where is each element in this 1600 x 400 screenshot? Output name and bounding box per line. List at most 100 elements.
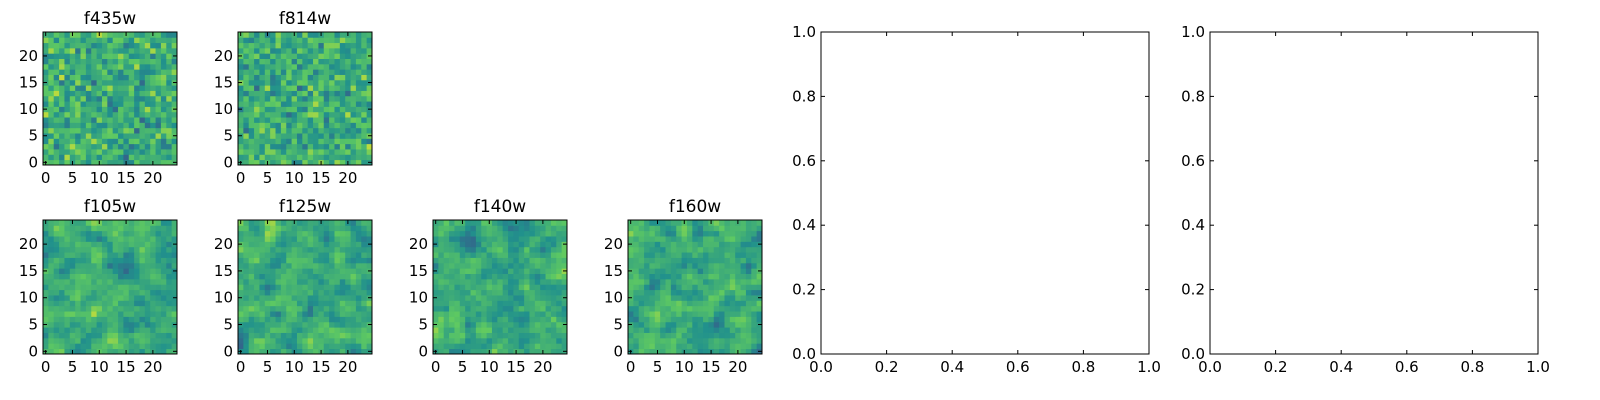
image-pixel xyxy=(313,262,319,269)
image-pixel xyxy=(69,63,76,70)
image-pixel xyxy=(270,305,276,312)
image-pixel xyxy=(334,79,341,86)
image-pixel xyxy=(443,337,450,344)
image-pixel xyxy=(692,236,699,242)
image-pixel xyxy=(307,90,314,97)
image-pixel xyxy=(166,133,173,139)
image-pixel xyxy=(459,337,466,344)
image-pixel xyxy=(150,284,156,291)
image-pixel xyxy=(243,337,250,344)
image-pixel xyxy=(85,316,92,323)
image-pixel xyxy=(740,348,747,355)
image-pixel xyxy=(243,348,250,355)
image-pixel xyxy=(296,95,303,102)
image-pixel xyxy=(171,90,178,97)
image-pixel xyxy=(291,289,298,296)
image-pixel xyxy=(302,79,309,86)
image-pixel xyxy=(254,278,260,285)
image-pixel xyxy=(524,220,530,226)
image-pixel xyxy=(91,268,97,274)
image-pixel xyxy=(486,343,493,350)
image-pixel xyxy=(350,47,357,54)
image-pixel xyxy=(697,311,704,317)
image-pixel xyxy=(745,327,752,333)
image-pixel xyxy=(638,220,645,226)
image-pixel xyxy=(475,241,482,248)
image-pixel xyxy=(243,225,250,232)
image-pixel xyxy=(264,122,271,129)
image-pixel xyxy=(291,262,298,269)
image-pixel xyxy=(339,74,346,81)
image-pixel xyxy=(670,230,677,237)
image-pixel xyxy=(633,348,640,355)
image-pixel xyxy=(719,268,725,274)
y-tick-label: 20 xyxy=(604,235,623,253)
image-pixel xyxy=(676,295,682,301)
image-pixel xyxy=(724,252,731,258)
image-pixel xyxy=(438,311,445,317)
image-pixel xyxy=(513,268,520,274)
image-pixel xyxy=(155,90,162,97)
image-pixel xyxy=(107,101,114,107)
image-pixel xyxy=(745,225,752,232)
image-pixel xyxy=(144,159,151,166)
image-pixel xyxy=(649,257,656,264)
image-pixel xyxy=(719,348,725,355)
image-pixel xyxy=(59,337,65,344)
image-pixel xyxy=(649,262,656,269)
image-pixel xyxy=(75,101,81,107)
image-pixel xyxy=(481,225,487,232)
image-pixel xyxy=(681,305,688,312)
image-pixel xyxy=(101,348,108,355)
image-pixel xyxy=(243,284,250,291)
image-pixel xyxy=(264,58,271,65)
image-pixel xyxy=(134,236,140,242)
image-pixel xyxy=(361,149,368,155)
image-pixel xyxy=(318,295,325,301)
image-pixel xyxy=(85,241,92,248)
image-pixel xyxy=(703,337,709,344)
image-pixel xyxy=(123,154,130,161)
image-pixel xyxy=(275,95,282,102)
image-pixel xyxy=(254,149,260,155)
image-pixel xyxy=(345,143,351,150)
image-pixel xyxy=(248,257,255,264)
image-pixel xyxy=(112,295,119,301)
image-pixel xyxy=(243,111,250,118)
image-pixel xyxy=(307,262,314,269)
image-pixel xyxy=(649,230,656,237)
image-pixel xyxy=(96,236,103,242)
image-pixel xyxy=(735,327,741,333)
image-pixel xyxy=(438,220,445,226)
image-pixel xyxy=(438,337,445,344)
image-pixel xyxy=(91,90,97,97)
image-pixel xyxy=(735,257,741,264)
image-pixel xyxy=(80,300,87,307)
image-pixel xyxy=(69,241,76,248)
image-pixel xyxy=(302,332,309,339)
image-pixel xyxy=(118,111,124,118)
image-pixel xyxy=(118,241,124,248)
image-pixel xyxy=(64,154,71,161)
image-pixel xyxy=(160,284,167,291)
image-pixel xyxy=(692,278,699,285)
image-pixel xyxy=(475,327,482,333)
image-pixel xyxy=(556,321,563,328)
image-pixel xyxy=(334,327,341,333)
image-pixel xyxy=(654,236,661,242)
image-pixel xyxy=(254,74,260,81)
image-pixel xyxy=(339,348,346,355)
image-pixel xyxy=(150,138,156,145)
image-pixel xyxy=(291,154,298,161)
image-pixel xyxy=(96,122,103,129)
image-pixel xyxy=(724,311,731,317)
image-pixel xyxy=(128,127,135,134)
image-pixel xyxy=(59,246,65,253)
image-pixel xyxy=(366,300,373,307)
y-tick-label: 15 xyxy=(214,74,233,92)
image-pixel xyxy=(43,300,49,307)
image-pixel xyxy=(107,90,114,97)
image-pixel xyxy=(280,101,287,107)
image-pixel xyxy=(361,53,368,59)
